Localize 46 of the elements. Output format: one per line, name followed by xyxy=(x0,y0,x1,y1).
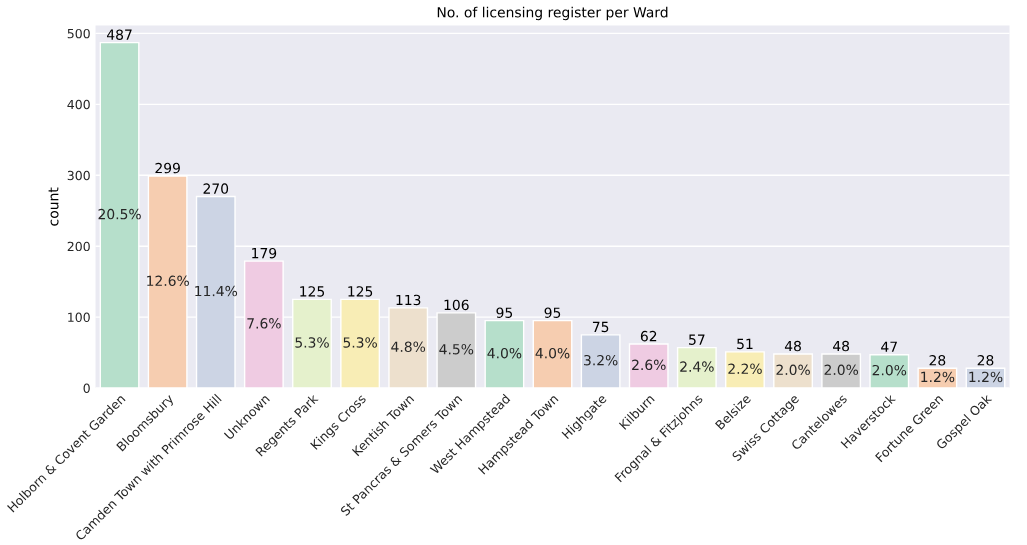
annotation: 11.4% xyxy=(195,285,238,297)
y-tick-label: 400 xyxy=(67,99,90,110)
data-label: 125 xyxy=(348,286,373,297)
annotation: 2.0% xyxy=(776,364,810,376)
annotation: 5.3% xyxy=(295,337,329,348)
data-label: 113 xyxy=(396,294,421,306)
annotation: 1.2% xyxy=(921,371,955,383)
annotation: 2.6% xyxy=(632,359,666,371)
data-label: 95 xyxy=(544,307,561,318)
data-label: 179 xyxy=(252,247,277,259)
data-label: 51 xyxy=(737,338,753,350)
y-axis-title: count xyxy=(48,187,59,226)
data-label: 47 xyxy=(881,341,897,352)
y-tick-label: 200 xyxy=(67,241,90,252)
annotation: 7.6% xyxy=(247,318,281,329)
data-label: 299 xyxy=(155,162,180,174)
y-tick-label: 500 xyxy=(67,28,90,39)
data-label: 95 xyxy=(496,307,513,318)
data-label: 270 xyxy=(203,183,229,194)
annotation: 4.0% xyxy=(535,347,570,359)
data-label: 57 xyxy=(689,334,705,345)
y-tick-label: 0 xyxy=(83,383,90,393)
annotation: 4.5% xyxy=(439,343,474,355)
chart-title: No. of licensing register per Ward xyxy=(437,6,668,21)
annotation: 2.0% xyxy=(872,364,907,376)
data-label: 48 xyxy=(784,340,801,352)
annotation: 1.2% xyxy=(969,371,1003,383)
data-label: 48 xyxy=(833,340,850,352)
data-label: 62 xyxy=(640,330,657,342)
annotation: 20.5% xyxy=(98,208,141,220)
annotation: 12.6% xyxy=(147,275,189,287)
annotation: 2.4% xyxy=(680,361,714,372)
data-label: 487 xyxy=(106,29,132,40)
data-label: 125 xyxy=(300,286,325,297)
data-label: 75 xyxy=(592,321,609,333)
y-tick-label: 100 xyxy=(68,312,90,323)
annotation: 2.0% xyxy=(824,364,859,376)
annotation: 3.2% xyxy=(584,354,618,366)
annotation: 4.0% xyxy=(487,347,522,359)
data-label: 106 xyxy=(444,299,469,311)
annotation: 2.2% xyxy=(728,363,762,374)
annotation: 5.3% xyxy=(343,337,377,348)
y-tick-label: 300 xyxy=(67,170,90,181)
data-label: 28 xyxy=(977,354,994,366)
annotation: 4.8% xyxy=(391,341,426,352)
data-label: 28 xyxy=(929,354,946,366)
